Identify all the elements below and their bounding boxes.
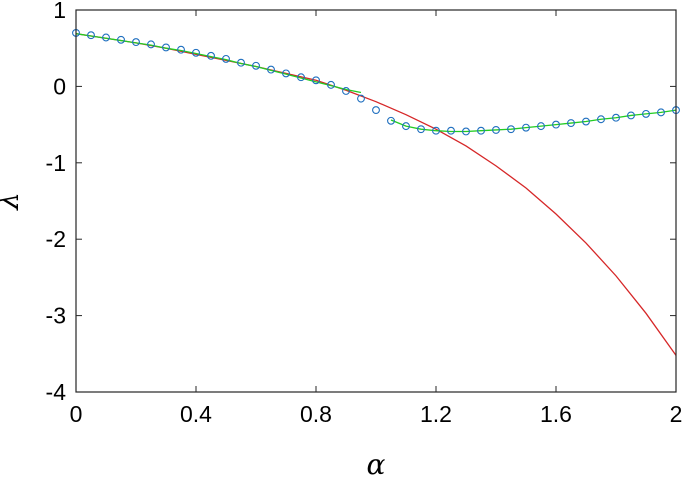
series-line-1 [75, 33, 362, 94]
data-point [447, 126, 455, 135]
data-point [372, 106, 380, 115]
data-point [282, 69, 290, 78]
series-line-2 [390, 109, 677, 133]
data-point [117, 35, 125, 44]
series-layer [72, 28, 680, 356]
data-point [342, 87, 350, 95]
data-point [267, 65, 275, 74]
data-point [417, 125, 425, 134]
x-tick-label: 0.8 [300, 401, 332, 427]
data-point [192, 48, 200, 57]
y-tick-label: -4 [46, 379, 67, 405]
data-point [162, 43, 170, 52]
y-tick-label: -1 [46, 150, 66, 176]
data-point [252, 61, 260, 70]
data-point [222, 54, 230, 63]
data-point [297, 73, 305, 82]
y-tick-label: 1 [53, 0, 66, 23]
data-point [612, 113, 620, 122]
data-point [477, 126, 485, 135]
data-point [537, 122, 545, 131]
data-point [102, 33, 110, 42]
data-point [462, 127, 470, 136]
data-point [177, 45, 185, 54]
plot-background [76, 10, 676, 392]
data-point [567, 119, 575, 128]
data-point [522, 123, 530, 132]
data-point [597, 115, 605, 124]
data-point [357, 94, 365, 103]
x-tick-label: 0 [70, 401, 83, 427]
y-tick-label: 0 [53, 73, 66, 99]
data-point [642, 109, 650, 118]
data-point [432, 126, 440, 135]
data-point [87, 31, 95, 40]
x-axis-label: α [367, 448, 386, 479]
x-tick-label: 1.6 [540, 401, 572, 427]
data-point [627, 111, 635, 120]
data-point [657, 108, 665, 117]
data-point [387, 116, 395, 125]
y-tick-label: -2 [46, 226, 66, 252]
data-point [132, 38, 140, 47]
ticks-layer: 0 0.4 0.8 1.2 1.6 2 -4 -3 -2 -1 0 1 [46, 0, 683, 427]
data-point [492, 125, 500, 134]
x-tick-label: 0.4 [180, 401, 212, 427]
plot-frame [75, 9, 677, 393]
x-tick-label: 2 [670, 401, 683, 427]
x-tick-label: 1.2 [420, 401, 452, 427]
data-point [207, 51, 215, 60]
data-point [327, 80, 335, 89]
y-tick-label: -3 [46, 303, 66, 329]
data-point [507, 125, 515, 134]
data-point [312, 76, 320, 85]
y-axis-label: λ [0, 192, 25, 211]
data-point [552, 120, 560, 129]
data-point [147, 40, 155, 49]
data-point [582, 117, 590, 126]
data-point [237, 58, 245, 67]
data-point [402, 122, 410, 131]
